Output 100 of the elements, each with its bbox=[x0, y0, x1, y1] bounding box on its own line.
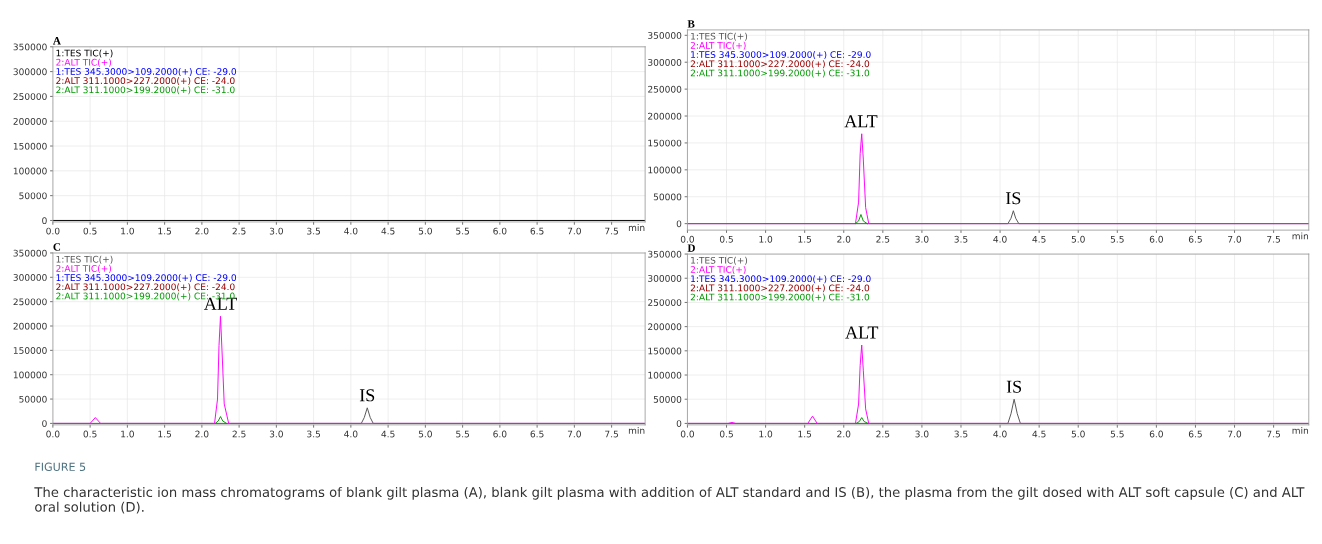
y-tick-label: 150000 bbox=[648, 347, 682, 355]
y-tick-label: 100000 bbox=[648, 371, 682, 379]
x-tick-label: 2.0 bbox=[195, 430, 209, 438]
chart-title: D bbox=[687, 244, 695, 252]
legend-label: 2:ALT 311.1000>199.2000(+) CE: -31.0 bbox=[56, 86, 235, 95]
x-tick-label: 2.0 bbox=[195, 227, 209, 235]
x-tick-label: 0.0 bbox=[46, 227, 60, 235]
legend-label: 2:ALT TIC(+) bbox=[56, 58, 112, 67]
x-tick-label: 5.5 bbox=[456, 430, 470, 438]
x-tick-label: 3.5 bbox=[307, 430, 321, 438]
x-tick-label: 2.5 bbox=[876, 235, 890, 243]
x-tick-label: 4.0 bbox=[344, 227, 358, 235]
x-tick-label: 7.0 bbox=[567, 227, 581, 235]
y-tick-label: 0 bbox=[676, 220, 682, 228]
annotation: IS bbox=[1005, 192, 1021, 205]
x-tick-label: 3.5 bbox=[954, 235, 968, 243]
x-tick-label: 6.0 bbox=[1149, 430, 1163, 438]
y-tick-label: 300000 bbox=[13, 68, 47, 76]
x-tick-label: 7.5 bbox=[605, 227, 618, 235]
annotation: IS bbox=[1006, 380, 1022, 393]
x-tick-label: 5.5 bbox=[1110, 430, 1124, 438]
y-tick-label: 300000 bbox=[648, 58, 682, 66]
x-tick-label: 5.0 bbox=[1071, 430, 1085, 438]
legend-label: 2:ALT 311.1000>227.2000(+) CE: -24.0 bbox=[56, 77, 235, 86]
text: 2:ALT TIC(+) bbox=[56, 264, 112, 273]
annotation: IS bbox=[359, 389, 375, 402]
y-tick-label: 100000 bbox=[13, 371, 47, 379]
x-tick-label: 3.0 bbox=[269, 430, 283, 438]
y-tick-label: 350000 bbox=[648, 32, 682, 39]
x-tick-label: 4.0 bbox=[344, 430, 358, 438]
x-tick-label: 2.5 bbox=[232, 227, 246, 235]
legend-label: 1:TES 345.3000>109.2000(+) CE: -29.0 bbox=[691, 275, 871, 284]
chart-title: A bbox=[52, 37, 61, 45]
y-tick-label: 100000 bbox=[13, 167, 47, 175]
y-tick-label: 300000 bbox=[648, 274, 682, 282]
x-tick-label: 2.5 bbox=[876, 430, 890, 438]
x-tick-label: 1.5 bbox=[158, 227, 172, 235]
x-tick-label: 1.0 bbox=[121, 430, 134, 438]
y-tick-label: 150000 bbox=[13, 347, 47, 354]
x-tick-label: 0.0 bbox=[46, 430, 60, 438]
text: 2:ALT 311.1000>199.2000(+) CE: -31.0 bbox=[690, 293, 870, 302]
y-tick-label: 0 bbox=[42, 217, 47, 225]
x-tick-label: 2.5 bbox=[232, 430, 246, 438]
y-tick-label: 250000 bbox=[13, 93, 47, 100]
text: 2:ALT 311.1000>199.2000(+) CE: -31.0 bbox=[690, 69, 870, 78]
legend-label: 1:TES 345.3000>109.2000(+) CE: -29.0 bbox=[56, 67, 237, 76]
y-tick-label: 350000 bbox=[648, 250, 682, 258]
x-tick-label: 3.0 bbox=[915, 235, 929, 243]
x-tick-label: 4.5 bbox=[1032, 430, 1046, 438]
legend-label: 2:ALT 311.1000>227.2000(+) CE: -24.0 bbox=[56, 283, 235, 292]
x-tick-label: 6.5 bbox=[530, 430, 544, 438]
x-tick-label: 7.0 bbox=[1228, 430, 1242, 438]
text: 1:TES TIC(+) bbox=[691, 32, 748, 41]
text: The characteristic ion mass chromatograms of blank gilt plasma (A), blank gilt plasma with addition of ALT standard and IS (B), the plasma from the gilt dosed with ALT soft capsule (C) and ALT oral solution (D). bbox=[34, 486, 1305, 514]
y-tick-label: 200000 bbox=[13, 117, 47, 125]
x-tick-label: 2.0 bbox=[837, 430, 851, 438]
x-tick-label: 1.5 bbox=[798, 430, 812, 438]
x-tick-label: 5.0 bbox=[1071, 235, 1085, 243]
y-tick-label: 200000 bbox=[648, 112, 682, 120]
x-tick-label: 6.5 bbox=[1188, 430, 1202, 438]
x-tick-label: 6.0 bbox=[493, 430, 507, 438]
x-tick-label: 4.5 bbox=[381, 430, 395, 438]
x-tick-label: 4.0 bbox=[993, 430, 1007, 438]
legend-label: 2:ALT 311.1000>227.2000(+) CE: -24.0 bbox=[690, 60, 870, 69]
text: 1:TES TIC(+) bbox=[56, 255, 113, 264]
y-tick-label: 50000 bbox=[653, 395, 682, 403]
text: 2:ALT TIC(+) bbox=[690, 265, 746, 274]
x-tick-label: 3.0 bbox=[915, 430, 929, 438]
x-tick-label: 4.0 bbox=[993, 235, 1007, 243]
x-tick-label: 0.5 bbox=[719, 430, 733, 438]
text: 2:ALT TIC(+) bbox=[690, 41, 746, 50]
y-tick-label: 200000 bbox=[13, 322, 47, 330]
x-tick-label: 1.0 bbox=[759, 430, 773, 438]
x-tick-label: 6.5 bbox=[1188, 235, 1202, 243]
x-tick-label: 6.5 bbox=[530, 227, 544, 235]
x-tick-label: 0.5 bbox=[83, 430, 97, 438]
x-tick-label: 3.5 bbox=[307, 227, 321, 235]
legend-label: 1:TES 345.3000>109.2000(+) CE: -29.0 bbox=[691, 51, 871, 60]
y-tick-label: 0 bbox=[676, 420, 682, 427]
x-axis-title: min bbox=[628, 426, 645, 434]
x-tick-label: 7.0 bbox=[1228, 235, 1242, 243]
annotation: ALT bbox=[844, 115, 878, 128]
x-tick-label: 0.5 bbox=[83, 227, 97, 235]
chart-title: C bbox=[53, 243, 61, 251]
y-tick-label: 50000 bbox=[19, 395, 47, 403]
annotation: ALT bbox=[845, 326, 879, 339]
x-tick-label: 0.0 bbox=[680, 235, 695, 243]
legend-label: 1:TES 345.3000>109.2000(+) CE: -29.0 bbox=[56, 274, 237, 283]
y-tick-label: 50000 bbox=[19, 192, 47, 200]
chart-title: B bbox=[687, 20, 695, 28]
caption: FIGURE 5 bbox=[35, 462, 86, 471]
y-tick-label: 100000 bbox=[648, 166, 682, 174]
y-tick-label: 300000 bbox=[13, 274, 47, 281]
y-tick-label: 250000 bbox=[648, 85, 682, 93]
x-tick-label: 5.0 bbox=[418, 227, 432, 235]
x-tick-label: 1.0 bbox=[759, 235, 773, 243]
x-tick-label: 0.0 bbox=[680, 430, 695, 438]
y-tick-label: 150000 bbox=[648, 139, 682, 147]
x-tick-label: 1.5 bbox=[158, 430, 172, 438]
x-tick-label: 3.5 bbox=[954, 430, 968, 438]
